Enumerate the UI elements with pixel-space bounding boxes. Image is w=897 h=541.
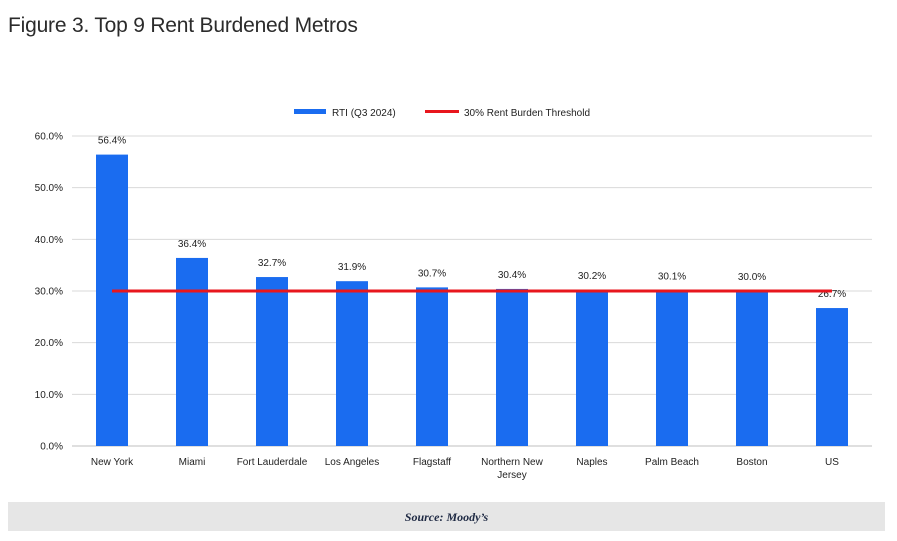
data-label: 30.2% bbox=[578, 271, 606, 282]
data-label: 26.7% bbox=[818, 289, 846, 300]
source-text: Source: Moody’s bbox=[404, 510, 489, 524]
data-label: 31.9% bbox=[338, 262, 366, 273]
data-label: 30.7% bbox=[418, 268, 446, 279]
bar bbox=[256, 277, 288, 446]
y-tick-label: 30.0% bbox=[35, 287, 63, 298]
bar bbox=[816, 308, 848, 446]
y-tick-label: 20.0% bbox=[35, 338, 63, 349]
bar bbox=[736, 291, 768, 446]
x-tick-label: Fort Lauderdale bbox=[237, 457, 308, 468]
y-tick-label: 50.0% bbox=[35, 183, 63, 194]
x-tick-label: Northern New Jersey bbox=[481, 457, 543, 481]
data-label: 30.1% bbox=[658, 271, 686, 282]
bar bbox=[576, 289, 608, 446]
y-tick-label: 60.0% bbox=[35, 132, 63, 143]
bar bbox=[336, 281, 368, 446]
legend-label-rti: RTI (Q3 2024) bbox=[332, 108, 396, 119]
data-label: 30.0% bbox=[738, 272, 766, 283]
legend-label-threshold: 30% Rent Burden Threshold bbox=[464, 108, 590, 119]
data-labels: 56.4% 36.4% 32.7% 31.9% 30.7% 30.4% 30.2% 30.1%… bbox=[98, 136, 846, 300]
x-tick-label: Flagstaff bbox=[413, 457, 451, 468]
bar-chart: RTI (Q3 2024) 30% Rent Burden Threshold … bbox=[35, 108, 872, 481]
x-tick-label: New York bbox=[91, 457, 134, 468]
bars bbox=[96, 154, 848, 446]
chart-title: Figure 3. Top 9 Rent Burdened Metros bbox=[8, 14, 358, 37]
data-label: 56.4% bbox=[98, 136, 126, 147]
y-tick-label: 40.0% bbox=[35, 235, 63, 246]
x-tick-label: Boston bbox=[736, 457, 767, 468]
y-tick-label: 10.0% bbox=[35, 390, 63, 401]
bar bbox=[656, 290, 688, 446]
x-tick-label: Naples bbox=[576, 457, 607, 468]
bar bbox=[416, 287, 448, 446]
source-footer: Source: Moody’s bbox=[8, 502, 885, 531]
x-tick-label: US bbox=[825, 457, 839, 468]
x-axis-tick-labels: New York Miami Fort Lauderdale Los Angeles F… bbox=[91, 457, 839, 481]
data-label: 32.7% bbox=[258, 258, 286, 269]
x-tick-label: Miami bbox=[179, 457, 206, 468]
bar bbox=[176, 257, 208, 446]
y-tick-label: 0.0% bbox=[40, 442, 63, 453]
bar bbox=[96, 154, 128, 446]
legend-swatch-rti bbox=[294, 109, 326, 114]
x-tick-label: Los Angeles bbox=[325, 457, 380, 468]
chart-legend: RTI (Q3 2024) 30% Rent Burden Threshold bbox=[294, 108, 590, 119]
bar bbox=[496, 288, 528, 446]
y-axis-tick-labels: 0.0% 10.0% 20.0% 30.0% 40.0% 50.0% 60.0% bbox=[35, 132, 63, 453]
x-tick-label: Palm Beach bbox=[645, 457, 699, 468]
data-label: 30.4% bbox=[498, 270, 526, 281]
data-label: 36.4% bbox=[178, 239, 206, 250]
